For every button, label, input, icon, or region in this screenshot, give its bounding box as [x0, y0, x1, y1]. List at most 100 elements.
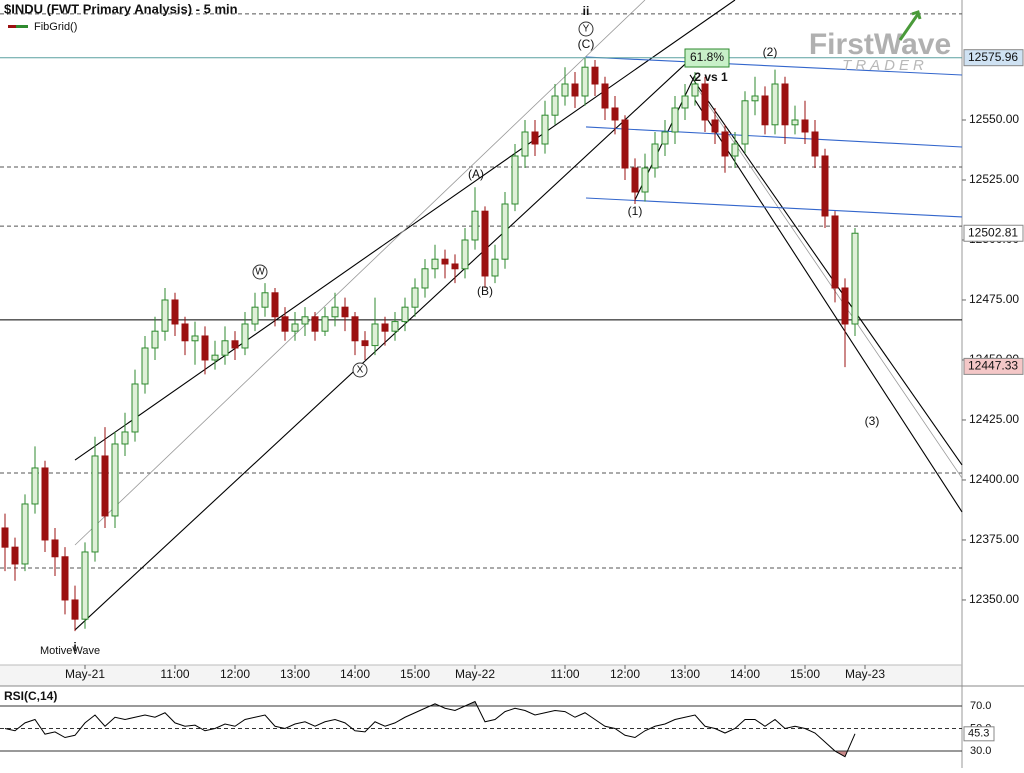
- candle-body: [471, 210, 479, 241]
- indicator-swatch: [8, 25, 16, 28]
- price-marker-box: [963, 49, 1024, 67]
- y-tick-label: 12350.00: [969, 592, 1019, 606]
- annotation: (C): [578, 37, 595, 51]
- candle-body: [701, 83, 709, 121]
- annotation: X: [357, 365, 364, 376]
- candle-body: [431, 258, 439, 270]
- candle-body: [1, 527, 9, 548]
- price-marker-label: 12447.33: [968, 359, 1018, 373]
- candle-body: [271, 292, 279, 318]
- candle-body: [11, 546, 19, 565]
- overlay: 12350.0012375.0012400.0012425.0012450.00…: [65, 4, 1024, 757]
- candle-body: [171, 299, 179, 325]
- annotation: W: [255, 267, 265, 278]
- candle-body: [531, 131, 539, 145]
- candle-body: [151, 330, 159, 349]
- rsi-line: [4, 700, 856, 758]
- chart-title: $INDU (FWT Primary Analysis) - 5 min: [4, 1, 238, 16]
- candle-body: [311, 316, 319, 332]
- x-tick-label: 12:00: [220, 667, 250, 681]
- candle-body: [551, 95, 559, 116]
- candle-body: [341, 306, 349, 318]
- indicator-label: FibGrid(): [34, 21, 77, 33]
- candle-body: [731, 143, 739, 157]
- price-marker-label: 12502.81: [968, 225, 1018, 239]
- annotation: (2): [763, 45, 778, 59]
- candle-body: [581, 66, 589, 97]
- candle-body: [191, 335, 199, 342]
- trendline: [694, 99, 963, 513]
- candle-body: [201, 335, 209, 361]
- annotation: 2 vs 1: [694, 70, 728, 84]
- y-tick-label: 12550.00: [969, 112, 1019, 126]
- annotation: i: [73, 640, 76, 654]
- y-tick-label: 12475.00: [969, 292, 1019, 306]
- candle-body: [241, 323, 249, 349]
- candle-body: [321, 316, 329, 332]
- candle-body: [831, 215, 839, 289]
- y-tick-label: 12525.00: [969, 172, 1019, 186]
- indicator-swatch: [8, 25, 28, 28]
- candle-body: [261, 292, 269, 308]
- candle-body: [821, 155, 829, 217]
- candle-body: [31, 467, 39, 505]
- candle-body: [641, 167, 649, 193]
- trendline: [585, 56, 963, 76]
- candle-body: [611, 107, 619, 121]
- candle-body: [661, 131, 669, 145]
- trendline: [74, 0, 646, 546]
- candle-body: [721, 131, 729, 157]
- candle-body: [381, 323, 389, 332]
- candle-body: [841, 287, 849, 325]
- y-tick-label: 12400.00: [969, 472, 1019, 486]
- candle-body: [521, 131, 529, 157]
- trendline: [585, 126, 963, 148]
- candle-body: [131, 383, 139, 433]
- candle-body: [351, 316, 359, 342]
- candle-body: [711, 119, 719, 133]
- time-axis-band: [0, 665, 962, 686]
- candle-body: [361, 340, 369, 347]
- rsi-marker-label: 45.3: [968, 728, 989, 740]
- candle-body: [111, 443, 119, 517]
- logo-brand: FirstWave: [809, 28, 951, 61]
- x-tick-label: 12:00: [610, 667, 640, 681]
- candle-body: [121, 431, 129, 445]
- candle-body: [91, 455, 99, 553]
- y-tick-label: 12375.00: [969, 532, 1019, 546]
- annotation-circle: [252, 264, 268, 280]
- x-tick-label: 14:00: [340, 667, 370, 681]
- candle-body: [791, 119, 799, 126]
- candle-body: [601, 83, 609, 109]
- x-tick-label: 11:00: [160, 667, 189, 681]
- x-tick-label: 15:00: [400, 667, 430, 681]
- candle-body: [301, 316, 309, 325]
- candle-body: [461, 239, 469, 270]
- candle-body: [421, 268, 429, 289]
- candle-body: [101, 455, 109, 517]
- annotation: 61.8%: [690, 50, 724, 64]
- annotation-box: [684, 48, 730, 68]
- candle-body: [491, 258, 499, 277]
- candle-body: [811, 131, 819, 157]
- candle-body: [141, 347, 149, 385]
- price-marker-box: [963, 224, 1024, 242]
- logo-sub: TRADER: [842, 57, 928, 74]
- x-tick-label: 13:00: [670, 667, 700, 681]
- candle-body: [781, 83, 789, 126]
- candle-body: [591, 66, 599, 85]
- candle-body: [281, 316, 289, 332]
- candle-body: [511, 155, 519, 205]
- candle-body: [481, 210, 489, 277]
- candle-body: [51, 539, 59, 558]
- rsi-marker-box: [963, 726, 995, 742]
- annotation: (3): [865, 414, 880, 428]
- candle-body: [71, 599, 79, 620]
- candle-body: [691, 83, 699, 97]
- candle-body: [221, 340, 229, 356]
- candle-body: [41, 467, 49, 541]
- candle-body: [451, 263, 459, 270]
- candle-body: [391, 321, 399, 332]
